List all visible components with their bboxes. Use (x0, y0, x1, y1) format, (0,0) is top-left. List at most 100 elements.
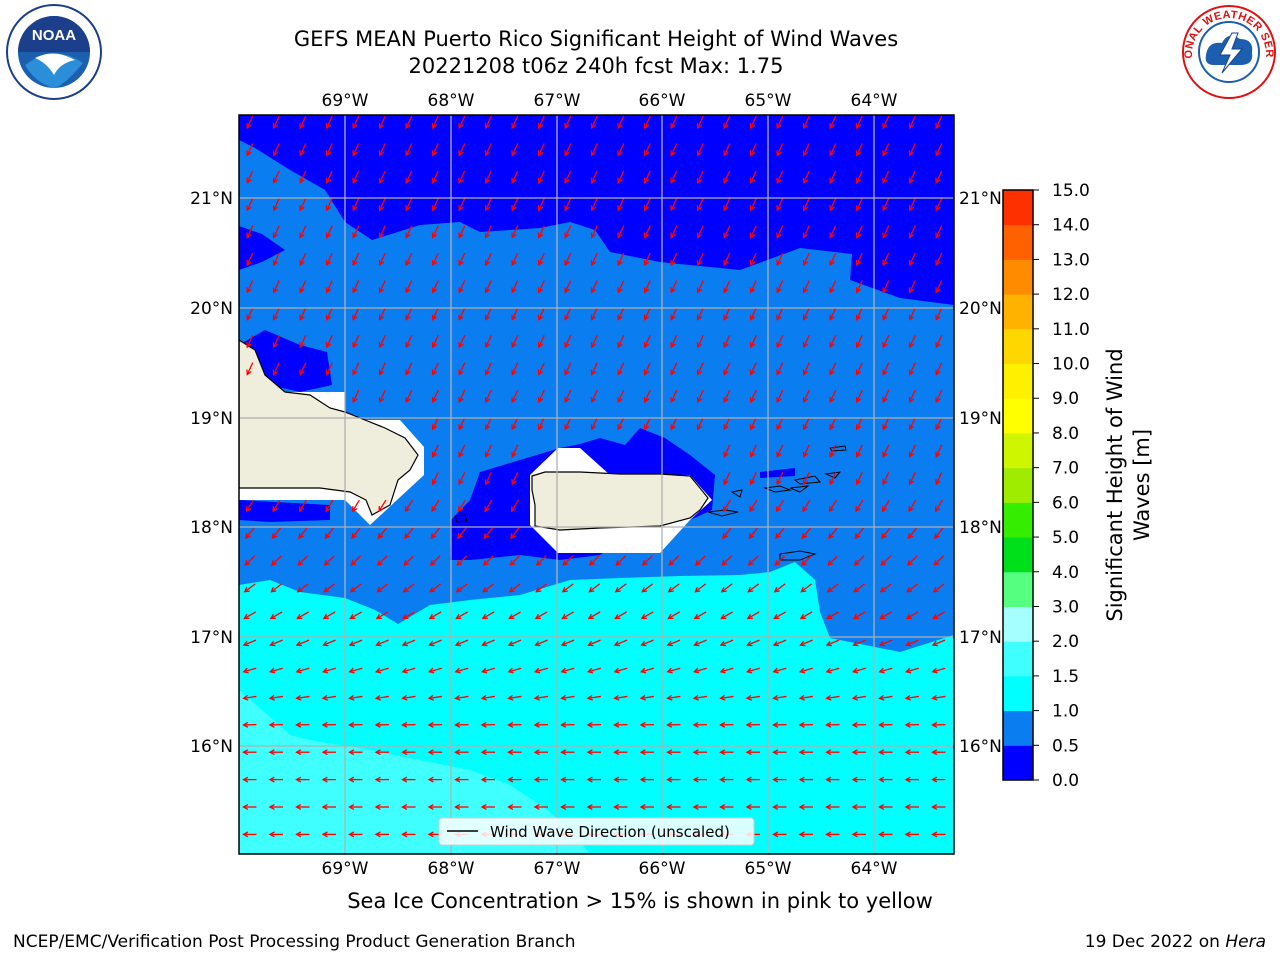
wave-direction-arrow (405, 198, 413, 211)
lat-label: 21°N (190, 189, 233, 209)
wave-direction-arrowhead (692, 694, 699, 701)
wave-direction-arrow (405, 252, 413, 266)
wave-direction-arrowhead (802, 287, 809, 294)
wave-direction-arrow (482, 639, 495, 646)
wave-direction-arrow (856, 472, 863, 485)
wave-direction-arrowhead (245, 506, 252, 513)
wave-direction-arrow (379, 280, 386, 293)
wave-direction-arrow (588, 583, 601, 593)
map-field (239, 115, 954, 854)
footer-credit: NCEP/EMC/Verification Post Processing Pr… (13, 932, 576, 952)
wave-direction-arrowhead (617, 424, 623, 431)
wave-direction-arrowhead (802, 259, 809, 267)
wave-direction-arrowhead (935, 177, 941, 184)
wave-direction-arrowhead (586, 694, 593, 701)
wave-direction-arrow (909, 225, 916, 238)
lon-label: 65°W (745, 859, 792, 879)
wave-direction-arrow (324, 527, 335, 539)
wave-direction-arrow (273, 170, 280, 183)
wave-direction-arrow (803, 389, 810, 403)
wave-direction-arrowhead (639, 776, 646, 783)
wave-direction-arrowhead (719, 667, 726, 674)
wave-direction-arrow (935, 417, 943, 430)
wave-direction-arrow (564, 389, 572, 403)
wave-direction-arrowhead (931, 667, 938, 674)
wave-direction-arrowhead (802, 369, 809, 376)
wave-direction-arrow (485, 280, 492, 293)
wave-direction-arrow (723, 143, 731, 156)
wave-direction-arrowhead (719, 776, 726, 783)
wave-direction-arrow (485, 198, 492, 211)
wave-direction-arrow (485, 143, 492, 156)
colorbar: 15.0 14.0 13.0 12.0 11.0 10.0 9.0 8.0 7.0 6.0 5.0 4… (1002, 181, 1090, 791)
wave-direction-arrowhead (748, 533, 755, 540)
wave-direction-arrowhead (749, 122, 756, 130)
wave-direction-arrowhead (666, 776, 673, 783)
wave-direction-arrow (644, 198, 651, 211)
wave-direction-arrow (774, 611, 786, 619)
wave-direction-arrowhead (246, 205, 252, 212)
island-culebra (730, 489, 743, 498)
wave-direction-arrowhead (405, 396, 411, 404)
footer-host: Hera (1225, 932, 1266, 952)
wave-direction-arrowhead (905, 613, 912, 620)
wave-direction-arrowhead (641, 586, 648, 593)
wave-direction-arrowhead (617, 205, 623, 212)
wave-direction-arrow (697, 362, 704, 375)
wave-direction-arrowhead (321, 749, 328, 756)
wave-direction-arrow (244, 555, 256, 566)
wave-direction-arrowhead (851, 749, 858, 756)
wave-direction-arrowhead (535, 586, 542, 593)
wave-direction-arrow (641, 611, 654, 619)
wave-direction-arrowhead (537, 177, 544, 184)
wave-direction-arrowhead (855, 369, 862, 376)
wave-direction-arrow (538, 389, 545, 403)
wave-region-southwest (239, 690, 590, 854)
wave-direction-arrow (617, 307, 625, 320)
wave-direction-arrowhead (670, 342, 676, 349)
wave-direction-arrow (591, 252, 598, 266)
wave-direction-arrowhead (483, 533, 490, 540)
wave-direction-arrow (803, 472, 810, 485)
wave-direction-arrowhead (617, 259, 623, 267)
wave-direction-arrow (829, 417, 837, 430)
wave-direction-arrow (299, 115, 307, 129)
wave-direction-arrowhead (405, 232, 411, 239)
wave-direction-arrowhead (427, 831, 434, 838)
wave-direction-arrow (909, 280, 916, 293)
wave-direction-arrow (352, 499, 360, 512)
wave-direction-arrowhead (431, 396, 438, 404)
colorbar-tick-label: 6.0 (1052, 493, 1079, 513)
wave-direction-arrowhead (564, 287, 570, 294)
wave-direction-arrowhead (564, 396, 570, 404)
wave-direction-arrowhead (800, 559, 807, 566)
wave-direction-arrowhead (405, 287, 411, 294)
wave-direction-arrow (909, 170, 916, 183)
wave-direction-arrow (564, 225, 572, 238)
wave-direction-arrow (455, 695, 469, 700)
lat-label: 17°N (959, 628, 1002, 648)
wave-direction-arrowhead (933, 559, 940, 566)
wave-direction-arrow (747, 583, 760, 593)
wave-direction-arrowhead (401, 804, 408, 810)
wave-direction-arrowhead (666, 804, 673, 810)
colorbar-tick-label: 1.5 (1052, 667, 1079, 687)
wave-direction-arrow (935, 307, 943, 320)
wave-direction-arrowhead (829, 424, 835, 431)
wave-direction-arrow (935, 499, 943, 512)
wave-direction-arrow (458, 307, 466, 320)
wave-direction-arrow (640, 695, 655, 700)
wave-direction-arrowhead (855, 396, 862, 404)
wave-direction-arrow (776, 307, 784, 320)
wave-direction-arrowhead (643, 424, 650, 431)
wave-direction-arrow (377, 527, 388, 539)
wave-direction-arrow (352, 307, 360, 320)
wave-direction-arrowhead (776, 287, 782, 294)
wave-direction-arrow (378, 499, 387, 512)
wave-direction-arrow (644, 115, 651, 129)
wave-direction-arrowhead (802, 479, 809, 486)
wave-direction-arrowhead (350, 559, 357, 566)
wave-direction-arrow (326, 198, 333, 211)
wave-direction-arrow (935, 362, 943, 375)
wave-direction-arrow (405, 225, 413, 238)
